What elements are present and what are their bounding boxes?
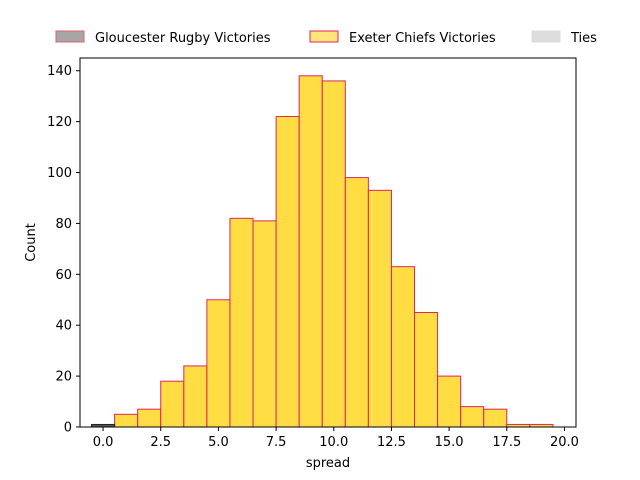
x-tick-label: 20.0 xyxy=(550,435,579,450)
y-tick-label: 0 xyxy=(64,421,72,436)
bar-exeter-chiefs-victories-8 xyxy=(298,75,323,428)
bar-exeter-chiefs-victories-0 xyxy=(114,413,139,428)
bar-exeter-chiefs-victories-7 xyxy=(275,116,300,428)
legend-label: Ties xyxy=(570,31,597,46)
x-tick-label: 5.0 xyxy=(208,435,229,450)
bar-exeter-chiefs-victories-3 xyxy=(183,365,208,428)
x-tick-label: 0.0 xyxy=(93,435,114,450)
bar-exeter-chiefs-victories-4 xyxy=(206,299,231,428)
bar-exeter-chiefs-victories-16 xyxy=(483,408,508,428)
bar-exeter-chiefs-victories-1 xyxy=(137,408,162,428)
x-tick-label: 12.5 xyxy=(377,435,406,450)
y-axis: 0 20 40 60 80 100 120 140 xyxy=(47,64,80,436)
y-tick-label: 40 xyxy=(55,319,72,334)
legend-swatch xyxy=(309,30,339,43)
x-tick-label: 2.5 xyxy=(150,435,171,450)
legend-label: Gloucester Rugby Victories xyxy=(95,31,271,46)
y-tick-label: 80 xyxy=(55,217,72,232)
y-tick-label: 140 xyxy=(47,64,72,79)
bar-exeter-chiefs-victories-9 xyxy=(321,80,346,428)
bar-exeter-chiefs-victories-10 xyxy=(344,177,369,428)
y-tick-label: 120 xyxy=(47,115,72,130)
legend-label: Exeter Chiefs Victories xyxy=(349,31,496,46)
x-tick-label: 10.0 xyxy=(319,435,348,450)
x-tick-label: 17.5 xyxy=(492,435,521,450)
y-tick-label: 60 xyxy=(55,268,72,283)
legend-swatch xyxy=(531,30,561,43)
bar-exeter-chiefs-victories-11 xyxy=(367,189,392,428)
x-axis-label: spread xyxy=(306,456,350,471)
bar-exeter-chiefs-victories-14 xyxy=(437,375,462,428)
x-tick-label: 7.5 xyxy=(266,435,287,450)
bars xyxy=(91,75,554,428)
bar-exeter-chiefs-victories-12 xyxy=(390,266,416,428)
x-tick-label: 15.0 xyxy=(435,435,464,450)
y-axis-label: Count xyxy=(24,223,39,262)
plot-frame xyxy=(79,57,577,428)
bar-exeter-chiefs-victories-15 xyxy=(460,406,485,428)
bar-exeter-chiefs-victories-13 xyxy=(414,311,439,428)
y-tick-label: 20 xyxy=(55,370,72,385)
legend: Gloucester Rugby Victories Exeter Chiefs … xyxy=(55,30,597,46)
y-tick-label: 100 xyxy=(47,166,72,181)
bar-exeter-chiefs-victories-6 xyxy=(252,220,277,428)
legend-swatch xyxy=(55,30,85,43)
bar-exeter-chiefs-victories-5 xyxy=(229,217,254,428)
x-axis: 0.0 2.5 5.0 7.5 10.0 12.5 15.0 17.5 20.0 xyxy=(93,427,579,450)
bar-exeter-chiefs-victories-2 xyxy=(160,380,185,428)
